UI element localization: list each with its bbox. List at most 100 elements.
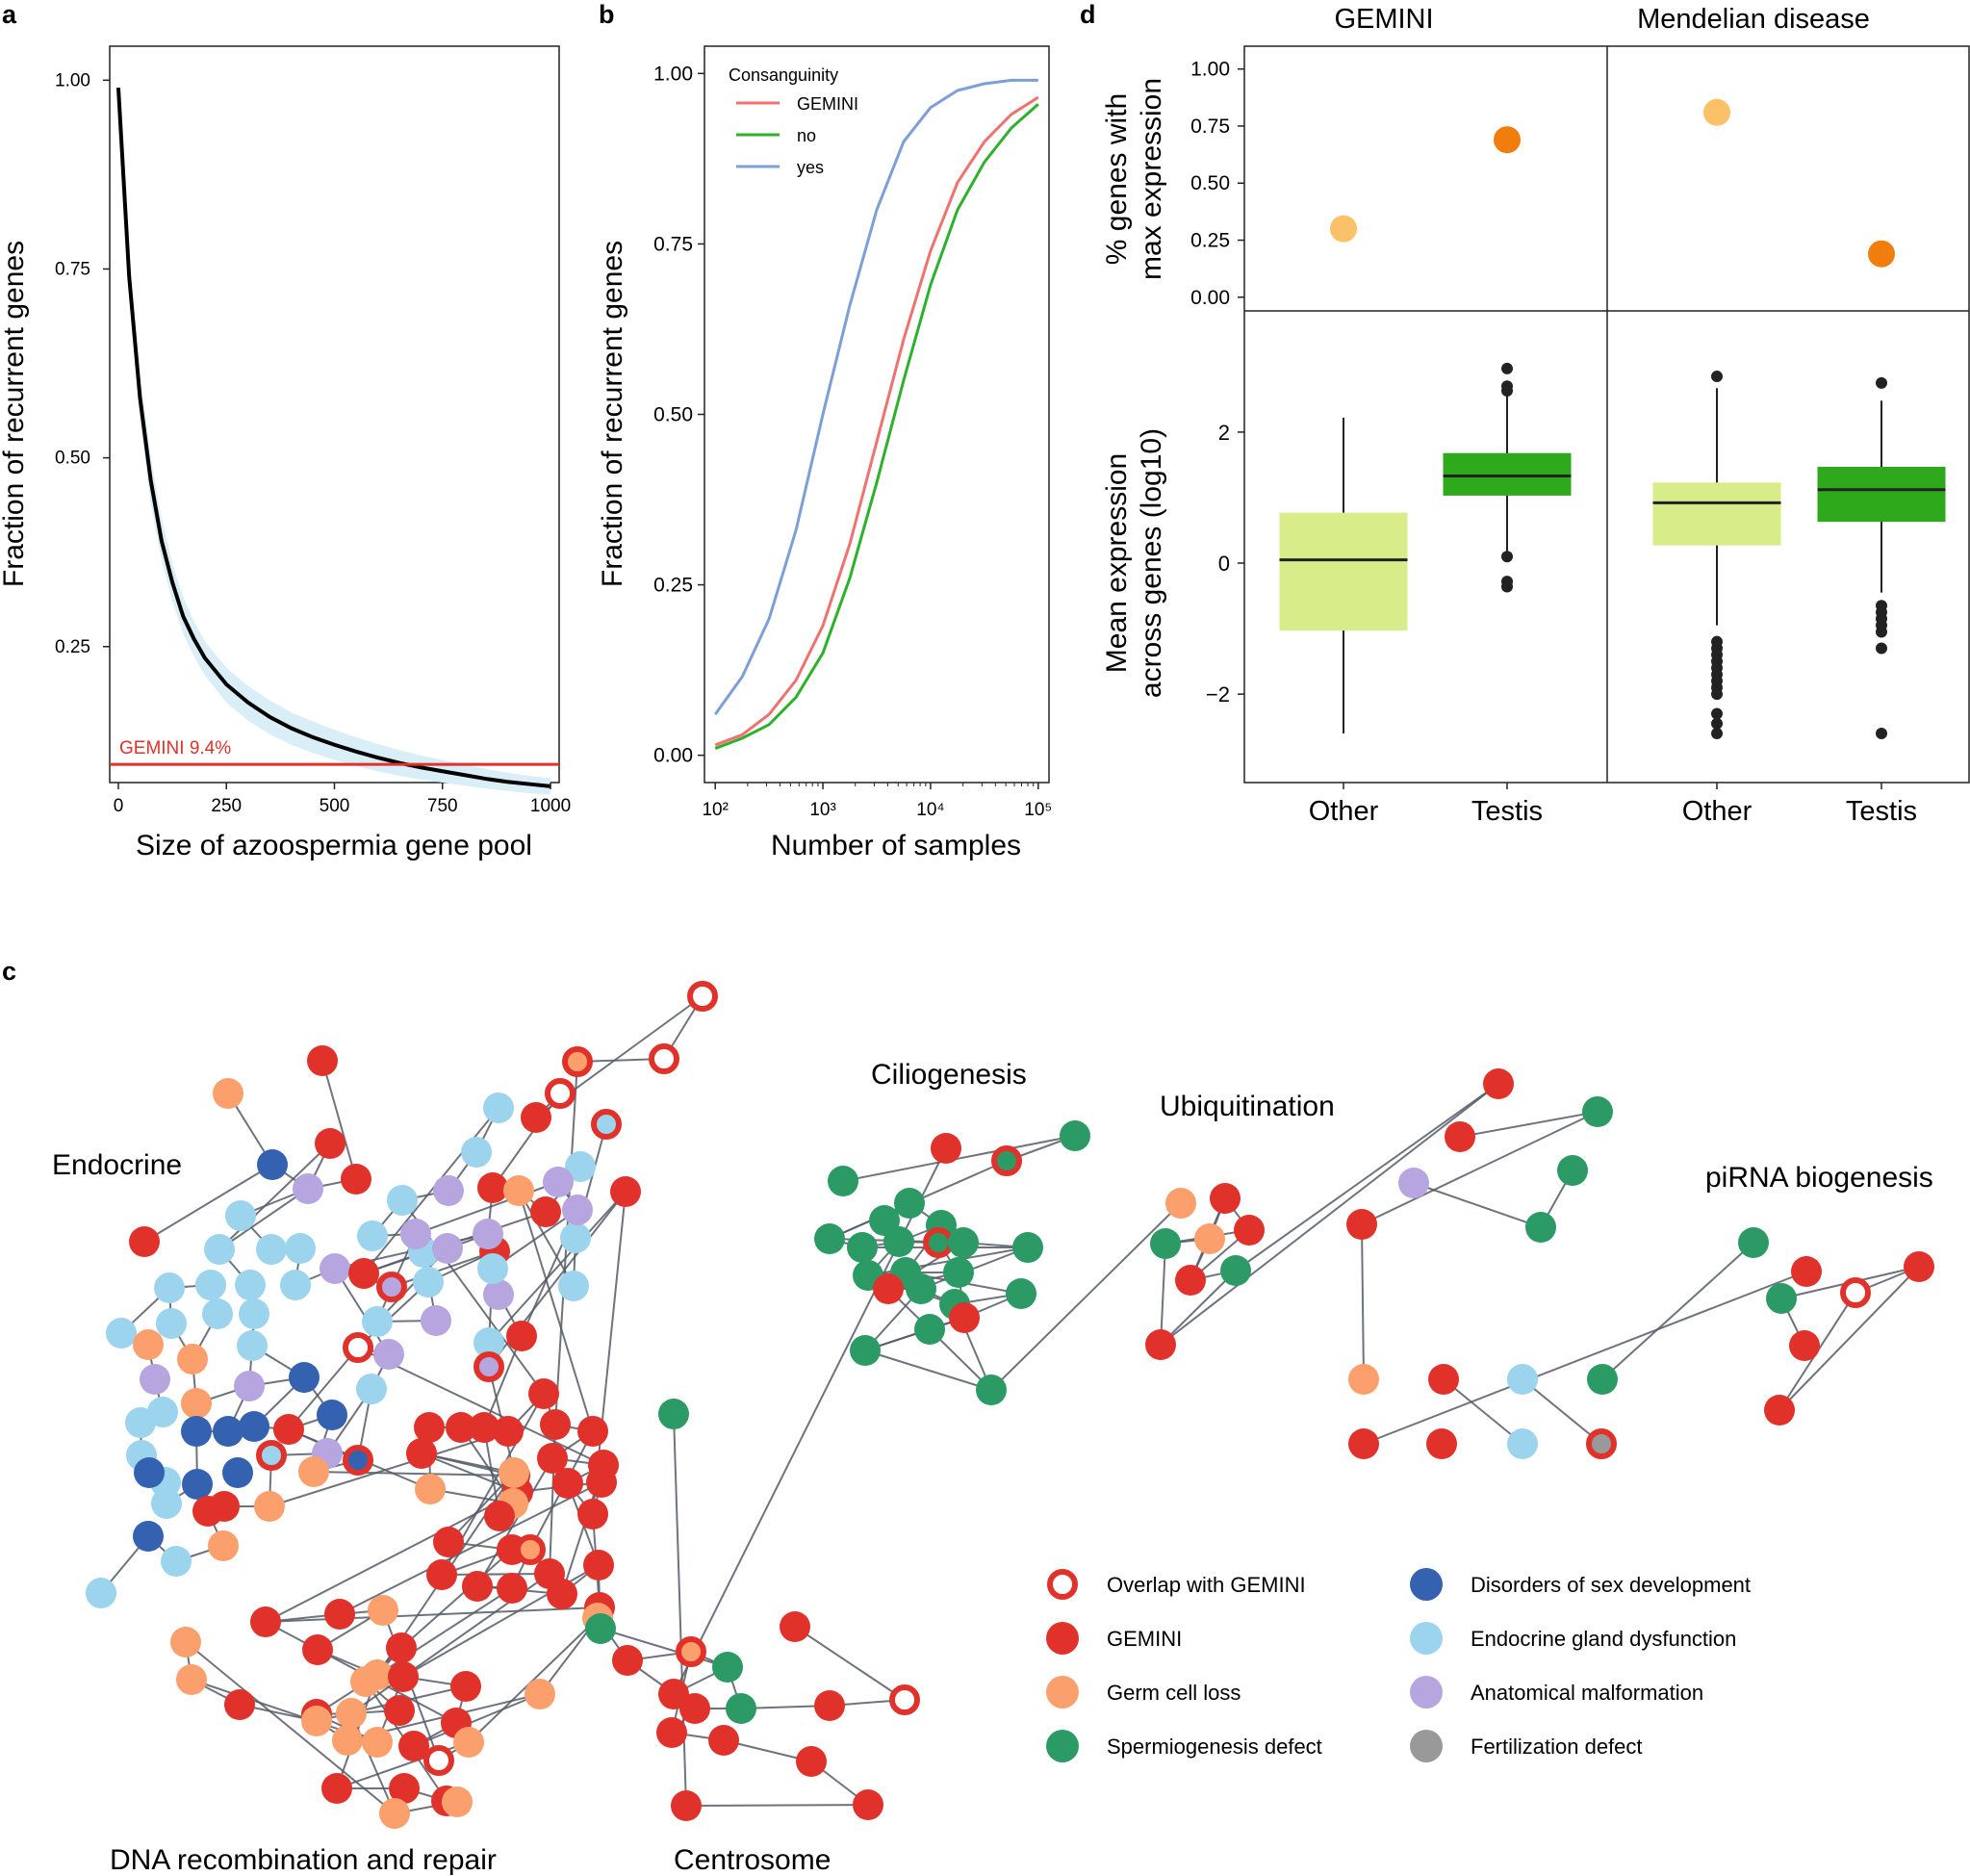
network-node <box>301 1706 332 1736</box>
network-node <box>461 1137 492 1168</box>
network-node <box>499 1457 529 1488</box>
network-node <box>1194 1223 1225 1254</box>
module-label-endocrine: Endocrine <box>52 1149 182 1181</box>
network-node <box>106 1318 137 1349</box>
network-node <box>585 1613 616 1644</box>
network-node <box>1234 1215 1265 1246</box>
network-edge <box>269 1430 509 1507</box>
network-node <box>530 1196 561 1227</box>
panel-d-outlier <box>1711 371 1723 383</box>
network-node <box>414 1412 445 1443</box>
network-node <box>1507 1364 1538 1395</box>
legend-swatch <box>1046 1730 1079 1762</box>
network-edge <box>1778 1266 1920 1411</box>
network-edge <box>518 1190 594 1432</box>
panel-a-xtick-label: 250 <box>211 796 242 816</box>
panel-d-bottom-ylabel: Mean expression across genes (log10) <box>1101 428 1167 698</box>
network-edge <box>413 1693 541 1747</box>
network-node <box>208 1530 239 1561</box>
network-edge <box>1459 1111 1599 1138</box>
network-node <box>814 1223 845 1254</box>
network-node-overlap <box>1586 1428 1617 1459</box>
network-node <box>225 1200 256 1231</box>
network-edge <box>441 1573 550 1576</box>
network-edge <box>218 1143 331 1250</box>
network-node <box>320 1253 350 1284</box>
legend-swatch <box>1410 1730 1443 1762</box>
network-edge <box>363 1107 499 1274</box>
panel-d-point <box>1330 215 1357 243</box>
legend-label: Overlap with GEMINI <box>1107 1573 1306 1597</box>
legend-swatch <box>1410 1622 1443 1655</box>
network-edge <box>218 1188 309 1250</box>
network-node <box>1220 1255 1251 1286</box>
network-node <box>1346 1209 1377 1240</box>
network-node <box>133 1521 164 1552</box>
network-node <box>317 1400 347 1430</box>
panel-letter-d: d <box>1080 0 1096 29</box>
panel-b-ylabel: Fraction of recurrent genes <box>597 241 628 587</box>
network-node <box>398 1731 429 1761</box>
panel-a-ylabel: Fraction of recurrent genes <box>0 241 30 587</box>
panel-d-outlier <box>1501 362 1513 374</box>
network-edge <box>920 1246 1029 1290</box>
module-label-dna-repair: DNA recombination and repair <box>110 1844 497 1876</box>
panel-d-top-ylabel: % genes with max expression <box>1101 78 1167 280</box>
network-node <box>552 1468 583 1499</box>
network-node <box>493 1416 524 1447</box>
network-node <box>521 1102 551 1133</box>
legend-label: Disorders of sex development <box>1471 1573 1751 1597</box>
network-node <box>224 1689 255 1720</box>
panel-d-outlier <box>1501 385 1513 398</box>
network-edge <box>334 1268 390 1355</box>
legend-label: Endocrine gland dysfunction <box>1471 1627 1736 1651</box>
network-node-overlap <box>687 981 718 1012</box>
network-node <box>1764 1395 1795 1426</box>
network-node-overlap <box>991 1145 1022 1176</box>
network-node <box>250 1606 281 1637</box>
network-node <box>181 1416 212 1447</box>
network-node <box>450 1671 481 1702</box>
network-node <box>386 1632 417 1663</box>
network-edge <box>415 1181 559 1235</box>
panel-d-xtick-label: Other <box>1682 796 1753 827</box>
network-node <box>432 1233 463 1264</box>
panel-d-box <box>1817 466 1946 523</box>
network-node <box>483 1279 514 1310</box>
network-node <box>357 1221 388 1251</box>
panel-d-outlier <box>1711 688 1723 701</box>
panel-d-top-ytick-label: 1.00 <box>1190 59 1230 81</box>
network-node <box>195 1270 226 1300</box>
network-node <box>948 1227 979 1258</box>
network-node <box>239 1411 269 1442</box>
network-node-overlap <box>423 1745 454 1776</box>
network-edge <box>483 1335 523 1428</box>
network-node <box>780 1611 810 1642</box>
panel-b-legend-label: no <box>797 126 816 145</box>
network-node <box>389 1773 420 1804</box>
network-node <box>1507 1428 1538 1459</box>
network-node <box>726 1693 756 1724</box>
network-node <box>1525 1212 1556 1243</box>
network-edge <box>468 1617 599 1743</box>
network-node <box>280 1270 311 1300</box>
network-node <box>473 1327 504 1358</box>
network-node-overlap <box>649 1043 679 1074</box>
network-edge <box>1160 1270 1237 1346</box>
network-node <box>477 1253 508 1284</box>
network-edge <box>864 1317 965 1351</box>
network-node <box>1766 1283 1797 1314</box>
panel-a-gemini-label: GEMINI 9.4% <box>119 738 231 758</box>
panel-d-bottom-ytick-label: −2 <box>1206 682 1230 707</box>
network-node <box>181 1388 212 1419</box>
network-node <box>540 1409 571 1440</box>
network-edge <box>321 1060 357 1180</box>
network-node <box>433 1527 464 1557</box>
panel-d-point <box>1868 240 1895 268</box>
panel-d-outlier <box>1711 717 1723 730</box>
network-edge <box>864 1349 992 1391</box>
network-node <box>477 1172 508 1203</box>
network-node <box>362 1727 393 1758</box>
network-node <box>133 1329 164 1360</box>
network-node <box>421 1305 451 1336</box>
